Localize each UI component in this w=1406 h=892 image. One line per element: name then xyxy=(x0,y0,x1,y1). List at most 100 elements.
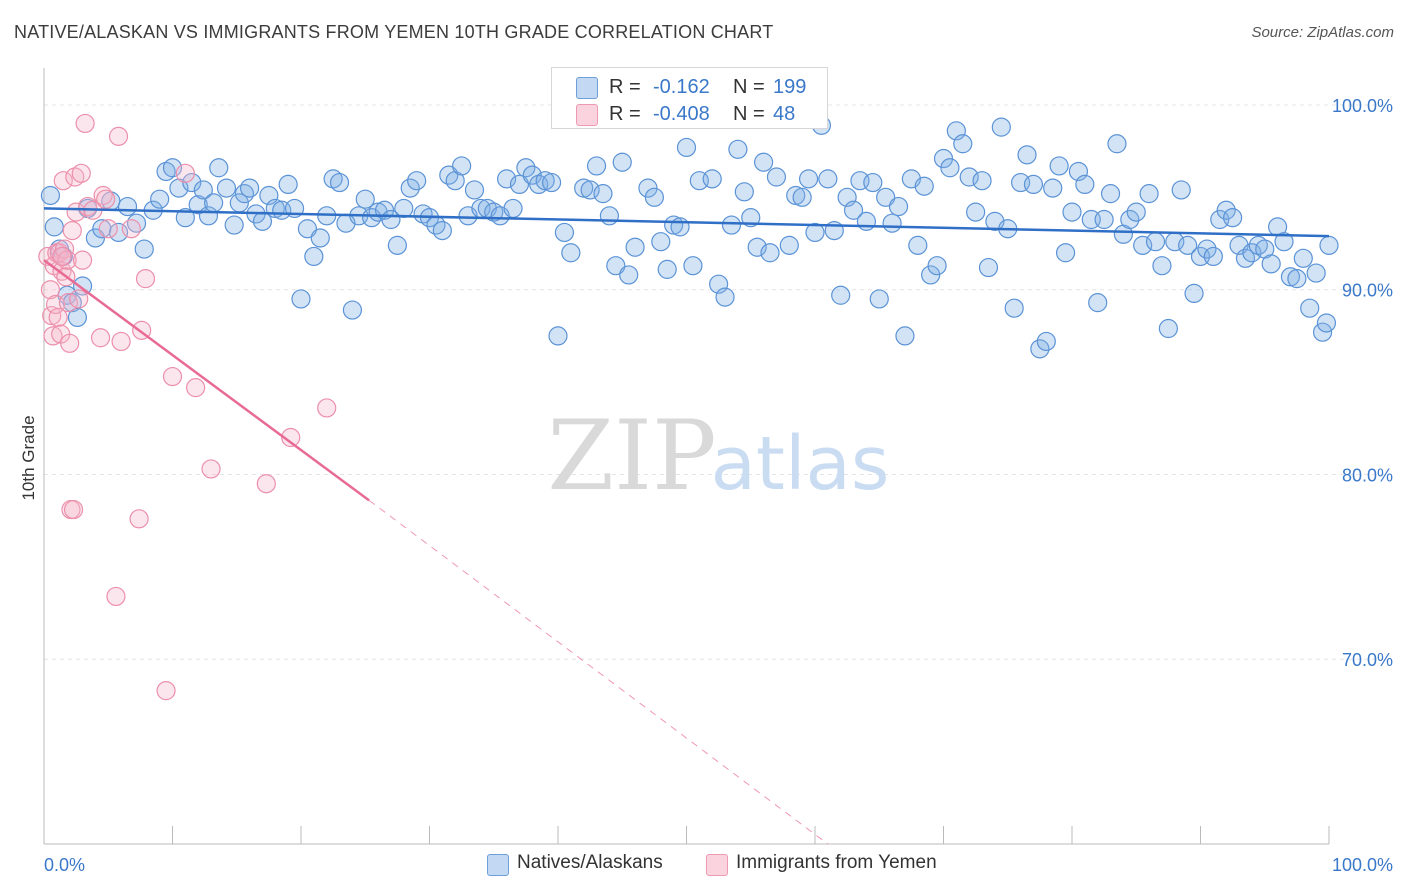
data-point xyxy=(60,333,80,353)
data-point xyxy=(1094,209,1114,230)
data-point xyxy=(1316,313,1337,333)
data-point xyxy=(216,178,237,198)
data-point xyxy=(554,222,575,243)
data-point xyxy=(62,220,82,241)
data-point xyxy=(175,208,195,228)
data-point xyxy=(728,139,748,159)
data-point xyxy=(548,326,568,346)
data-point xyxy=(108,126,129,146)
data-point xyxy=(108,222,129,243)
trend-line-extension xyxy=(368,499,829,845)
data-point xyxy=(1171,180,1191,200)
data-point xyxy=(342,300,362,320)
series-yemen-points xyxy=(38,113,337,701)
data-point xyxy=(1126,202,1146,222)
data-point xyxy=(766,167,787,187)
data-point xyxy=(1306,263,1326,283)
data-point xyxy=(48,307,68,328)
data-point xyxy=(715,287,735,307)
data-point xyxy=(96,189,116,209)
data-point xyxy=(452,156,472,176)
data-point xyxy=(1030,339,1050,359)
x-tick-labels: 0.0% 100.0% xyxy=(44,855,1393,875)
data-point xyxy=(1223,208,1243,228)
data-point xyxy=(1004,298,1024,318)
data-point xyxy=(516,158,536,178)
data-point xyxy=(256,474,276,494)
data-point xyxy=(240,178,260,198)
y-axis-label: 10th Grade xyxy=(19,415,38,500)
watermark-zip: ZIP xyxy=(547,400,716,512)
data-point xyxy=(54,239,75,259)
legend-n-label: N = xyxy=(733,76,765,98)
data-point xyxy=(882,213,902,233)
data-point xyxy=(1184,283,1204,304)
data-point xyxy=(40,280,61,300)
data-point xyxy=(111,331,131,352)
stats-legend: R = -0.162 N = 199 R = -0.408 N = 48 xyxy=(551,67,828,129)
data-point xyxy=(106,586,126,607)
data-point xyxy=(310,228,330,248)
data-point xyxy=(593,184,613,204)
data-point xyxy=(670,217,690,237)
data-point xyxy=(42,305,62,326)
legend-swatch-yemen xyxy=(576,104,598,126)
data-point xyxy=(940,158,960,178)
chart-title: NATIVE/ALASKAN VS IMMIGRANTS FROM YEMEN … xyxy=(14,22,774,42)
data-point xyxy=(1216,200,1236,220)
data-point xyxy=(863,172,883,193)
data-point xyxy=(355,189,375,209)
y-tick-label: 90.0% xyxy=(1342,281,1393,301)
legend-n-value: 48 xyxy=(773,103,796,125)
data-point xyxy=(908,235,928,255)
data-point xyxy=(586,156,607,176)
data-point xyxy=(619,265,639,285)
data-point xyxy=(193,180,213,200)
data-point xyxy=(876,187,896,207)
data-point xyxy=(162,366,183,387)
y-tick-label: 100.0% xyxy=(1332,96,1393,116)
data-point xyxy=(329,172,350,193)
data-point xyxy=(959,167,979,187)
data-point xyxy=(1274,232,1294,252)
data-point xyxy=(135,269,156,289)
data-point xyxy=(676,137,697,158)
data-point xyxy=(760,243,780,263)
legend-swatch-natives xyxy=(576,77,598,99)
data-point xyxy=(57,250,77,270)
data-point xyxy=(400,178,420,198)
data-point xyxy=(234,184,255,204)
data-point xyxy=(1043,178,1063,198)
axes xyxy=(43,68,1330,845)
data-point xyxy=(129,509,149,529)
data-point xyxy=(664,215,684,235)
data-point xyxy=(792,187,812,207)
data-point xyxy=(869,289,889,309)
legend-r-value: -0.408 xyxy=(653,103,710,125)
data-point xyxy=(953,134,973,154)
data-point xyxy=(71,163,91,183)
data-point xyxy=(503,198,523,219)
data-point xyxy=(117,196,138,217)
data-point xyxy=(574,178,594,198)
data-point xyxy=(1023,174,1044,194)
data-point xyxy=(1158,318,1178,339)
data-point xyxy=(150,189,170,209)
data-point xyxy=(1088,293,1108,313)
data-point xyxy=(856,211,877,231)
trend-line xyxy=(43,207,1330,238)
data-point xyxy=(1062,202,1082,222)
x-tick-label: 100.0% xyxy=(1332,855,1393,875)
data-point xyxy=(927,256,947,276)
data-point xyxy=(278,174,298,194)
data-point xyxy=(72,250,93,270)
trend-line xyxy=(43,259,370,502)
data-point xyxy=(75,113,95,134)
data-point xyxy=(644,187,664,207)
data-point xyxy=(1075,174,1095,194)
data-point xyxy=(651,232,671,252)
data-point xyxy=(888,196,909,217)
data-point xyxy=(509,174,530,194)
data-point xyxy=(966,202,986,222)
data-point xyxy=(44,217,64,237)
